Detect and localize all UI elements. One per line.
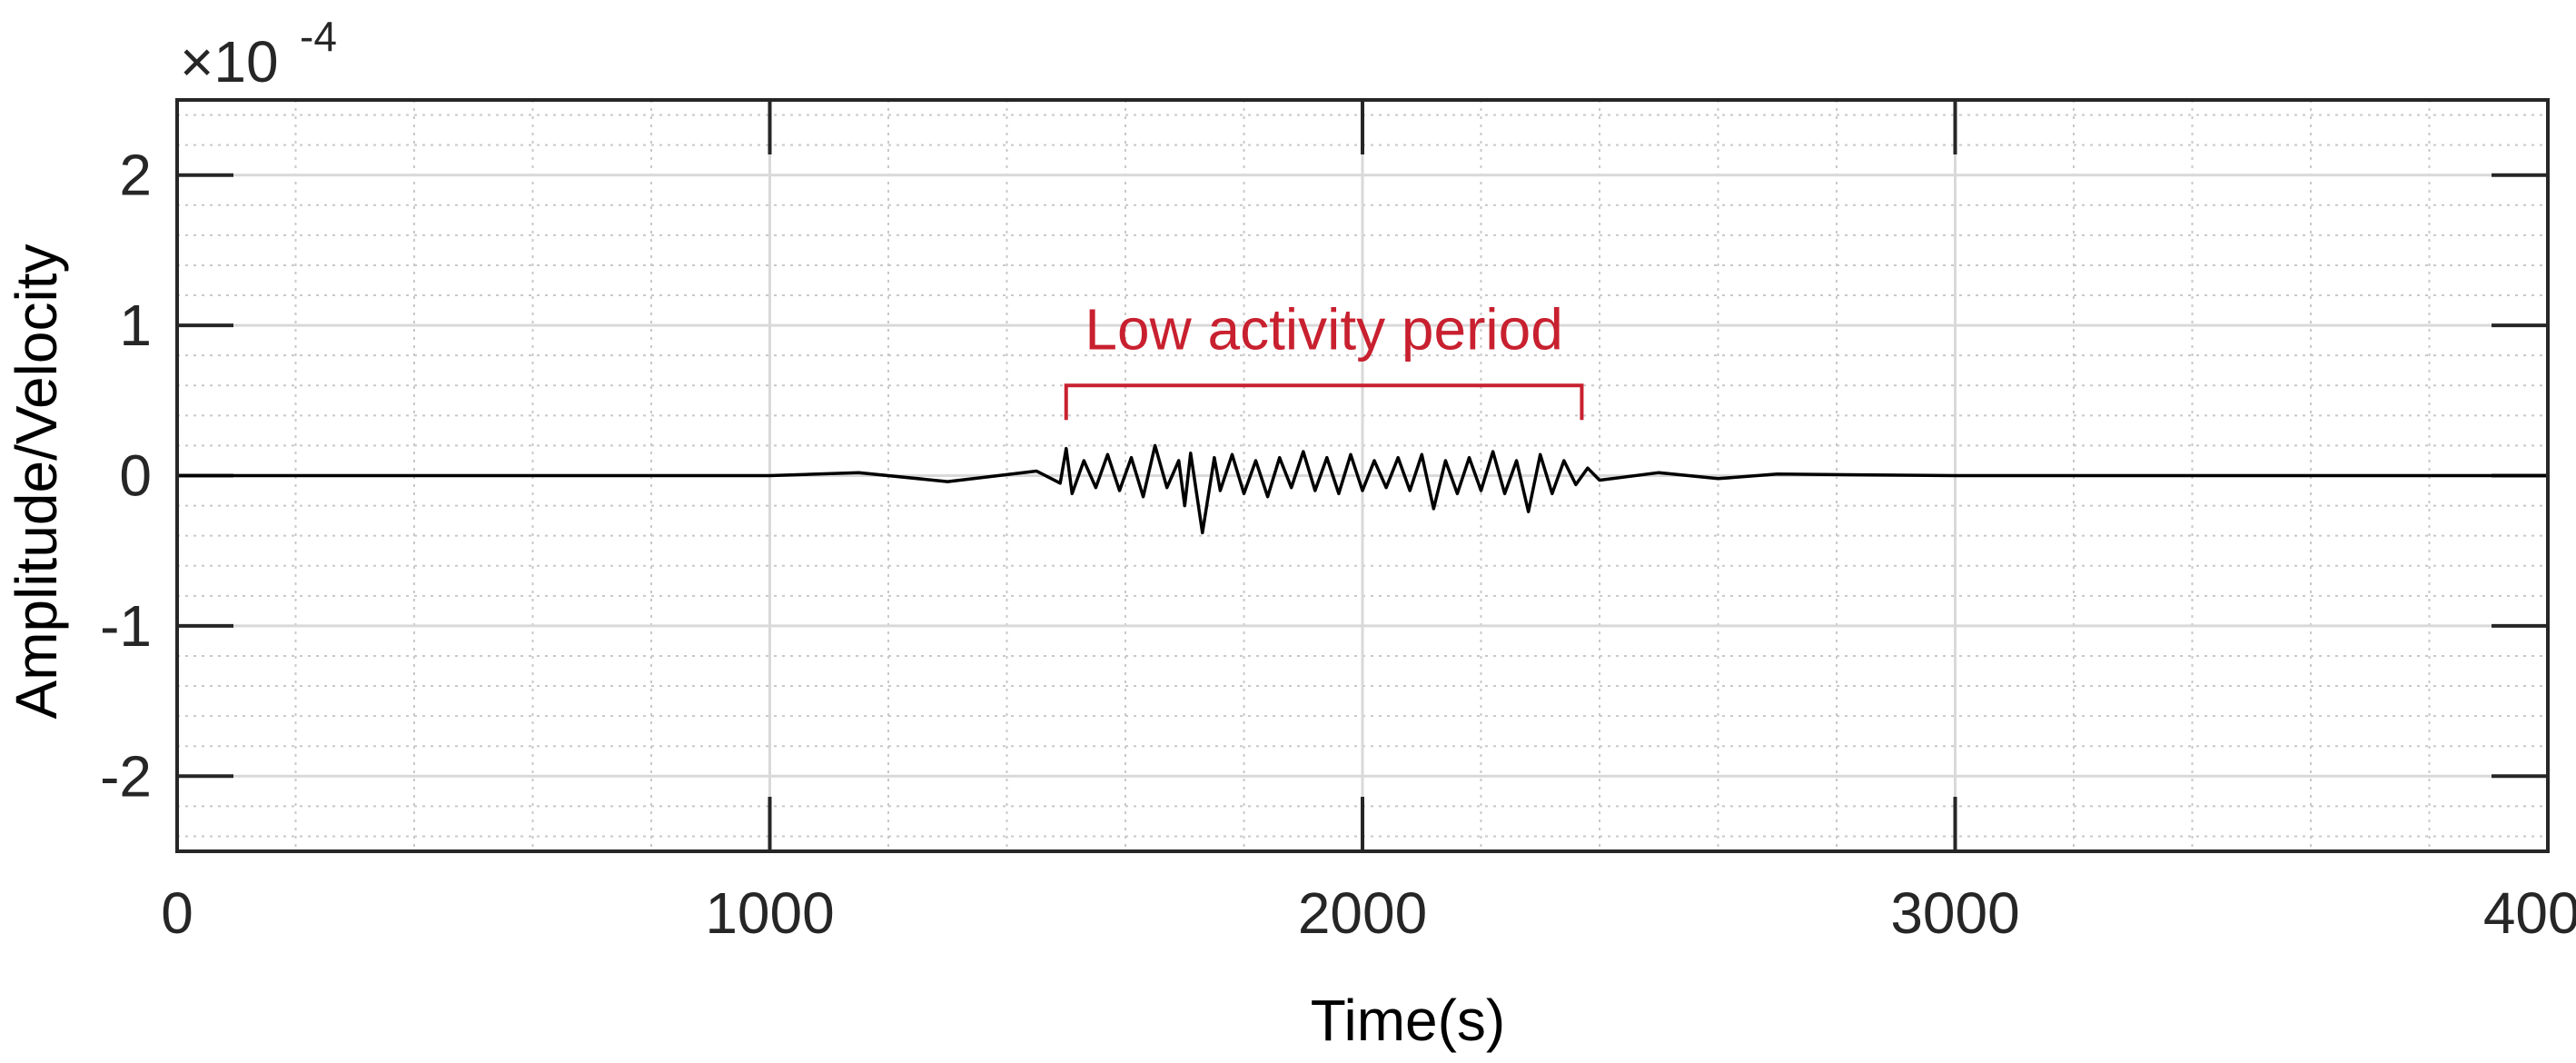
x-tick-label: 0	[161, 880, 193, 946]
x-tick-labels: 0 1000 2000 3000 4000	[161, 880, 2576, 946]
annotation-text: Low activity period	[1085, 296, 1562, 362]
x-tick-label: 4000	[2483, 880, 2576, 946]
y-tick-label: 2	[119, 143, 152, 208]
x-tick-label: 1000	[705, 880, 834, 946]
y-tick-label: -2	[100, 743, 152, 809]
annotation-bracket	[1064, 383, 1584, 421]
y-tick-labels: -2 -1 0 1 2	[100, 143, 152, 810]
y-axis-label: Amplitude/Velocity	[4, 244, 69, 720]
x-tick-label: 2000	[1298, 880, 1427, 946]
y-tick-label: 0	[119, 443, 152, 509]
y-tick-label: 1	[119, 293, 152, 358]
x-tick-label: 3000	[1890, 880, 2019, 946]
y-exponent-label: ×10	[180, 29, 279, 94]
series-line	[177, 443, 2548, 535]
y-tick-label: -1	[100, 593, 152, 659]
plot-frame	[175, 98, 2550, 853]
series-group	[177, 443, 2548, 535]
y-exponent-power: -4	[300, 13, 337, 60]
x-axis-label: Time(s)	[1311, 988, 1505, 1053]
